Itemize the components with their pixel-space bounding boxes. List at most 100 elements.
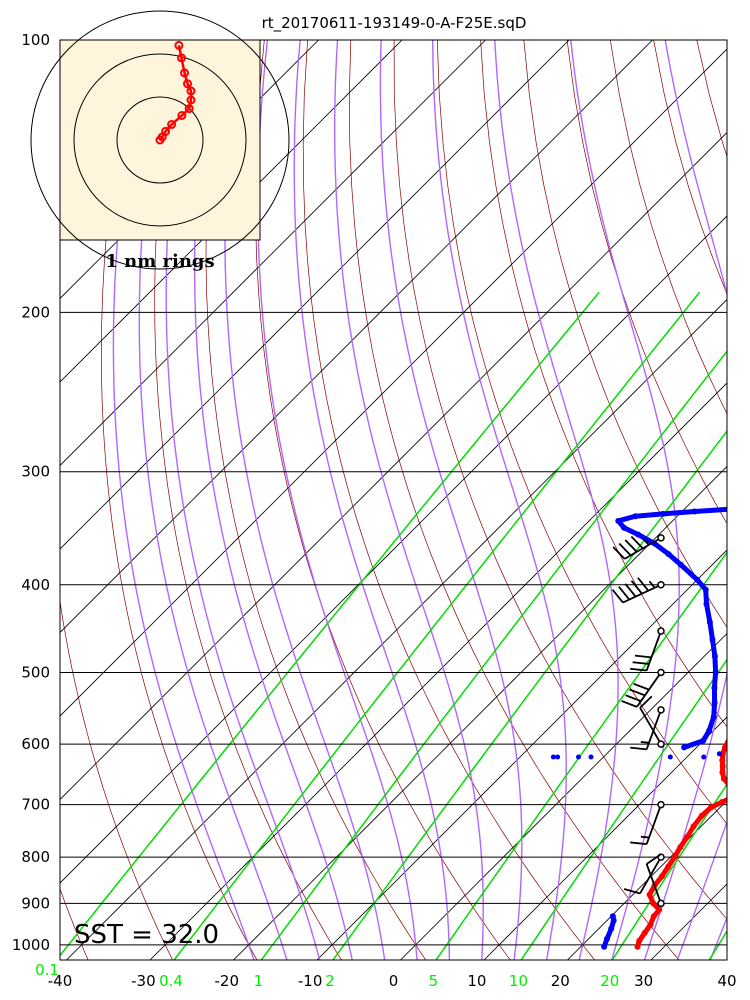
wind-barb-station bbox=[657, 581, 665, 589]
temperature-point bbox=[737, 562, 743, 568]
dewpoint-scatter-point bbox=[588, 754, 594, 760]
wind-barb-flag bbox=[625, 694, 642, 702]
temperature-point bbox=[734, 707, 740, 713]
isotherm-line bbox=[0, 20, 5, 968]
moist-adiabat-line bbox=[432, 40, 567, 960]
temperature-tick-label: -40 bbox=[48, 972, 73, 990]
temperature-point bbox=[737, 546, 743, 552]
mixing-ratio-line bbox=[611, 782, 727, 960]
pressure-tick-label: 500 bbox=[21, 663, 50, 681]
temperature-tick-label: -30 bbox=[131, 972, 156, 990]
dry-adiabat-line bbox=[740, 40, 750, 968]
mixing-ratio-label: 10 bbox=[509, 972, 528, 990]
dry-adiabat-line bbox=[653, 40, 727, 295]
mixing-ratio-label: 0.4 bbox=[159, 972, 183, 990]
isotherm-line bbox=[60, 40, 403, 383]
pressure-tick-label: 300 bbox=[21, 463, 50, 481]
dewpoint-point bbox=[632, 513, 639, 520]
temperature-point bbox=[739, 662, 745, 668]
dewpoint-point bbox=[700, 737, 707, 744]
hodograph-point bbox=[177, 53, 186, 63]
pressure-tick-label: 200 bbox=[21, 303, 50, 321]
dewpoint-point bbox=[691, 508, 698, 515]
dewpoint-line bbox=[615, 506, 727, 750]
hodograph-point bbox=[177, 111, 187, 120]
wind-barb-staff bbox=[645, 630, 662, 671]
hodograph-trace bbox=[155, 40, 196, 145]
dewpoint-point bbox=[706, 619, 713, 626]
dewpoint-point bbox=[709, 636, 716, 643]
isotherm-line bbox=[60, 40, 487, 467]
wind-barb-flag bbox=[633, 682, 650, 691]
hodograph-point bbox=[161, 126, 171, 136]
temperature-point bbox=[650, 913, 657, 920]
wind-barb-flag bbox=[630, 746, 647, 751]
wind-barb-flag bbox=[646, 853, 661, 865]
temperature-point bbox=[737, 677, 743, 683]
chart-title: rt_20170611-193149-0-A-F25E.sqD bbox=[262, 14, 527, 33]
wind-barb-flag bbox=[634, 654, 652, 659]
wind-barb-half-flag bbox=[640, 741, 650, 744]
mixing-ratio-label: 0.1 bbox=[35, 961, 59, 979]
mixing-ratio-axis: 0.1 0.4 1 2 5 10 20 bbox=[35, 961, 619, 990]
dewpoint-profile bbox=[550, 506, 727, 950]
temperature-point bbox=[656, 906, 663, 913]
dry-adiabat-line bbox=[302, 40, 596, 960]
dewpoint-point bbox=[601, 943, 608, 950]
temperature-tick-label: -20 bbox=[215, 972, 240, 990]
wind-barb-flag bbox=[618, 586, 630, 601]
dewpoint-point bbox=[604, 935, 610, 942]
dewpoint-point bbox=[659, 510, 666, 517]
wind-barb-flag bbox=[630, 535, 644, 549]
dewpoint-scatter-point bbox=[701, 754, 707, 760]
isotherm-line bbox=[483, 716, 727, 960]
dry-adiabat-line bbox=[480, 40, 727, 728]
isotherm-line bbox=[316, 549, 727, 960]
wind-barb-staff bbox=[639, 707, 662, 745]
moist-adiabat-line bbox=[676, 819, 727, 960]
dewpoint-point bbox=[665, 551, 672, 558]
wind-barb-flag bbox=[612, 546, 626, 560]
plot-area bbox=[0, 20, 750, 968]
wind-barb-half-flag bbox=[640, 835, 650, 839]
wind-barb-half-flag bbox=[648, 580, 656, 589]
temperature-point bbox=[690, 823, 697, 830]
hodograph-point bbox=[167, 120, 177, 129]
sst-label: SST = 32.0 bbox=[74, 920, 219, 950]
temperature-point bbox=[720, 775, 727, 782]
dry-adiabat-line bbox=[566, 40, 727, 525]
hodograph-ring bbox=[116, 96, 204, 184]
wind-barb-station bbox=[657, 800, 665, 809]
wind-barb-flag bbox=[611, 589, 624, 604]
dewpoint-point bbox=[635, 531, 642, 538]
wind-barb-half-flag bbox=[642, 538, 650, 546]
wind-barb-flag bbox=[618, 542, 632, 556]
temperature-point bbox=[684, 834, 691, 840]
dewpoint-scatter-point bbox=[576, 754, 581, 760]
temperature-point bbox=[671, 854, 678, 861]
temperature-point bbox=[730, 721, 736, 727]
pressure-tick-label: 900 bbox=[21, 894, 50, 912]
temperature-tick-label: 0 bbox=[389, 972, 399, 990]
dewpoint-point bbox=[712, 669, 719, 676]
hodograph-background bbox=[59, 39, 261, 241]
temperature-point bbox=[646, 891, 653, 898]
hodograph-ring-label: 1 nm rings bbox=[105, 251, 214, 272]
temperature-point bbox=[734, 529, 740, 535]
temperature-point bbox=[698, 812, 705, 819]
hodograph-point bbox=[186, 86, 196, 96]
mixing-ratio-label: 20 bbox=[600, 972, 619, 990]
temperature-point bbox=[650, 900, 657, 907]
temperature-point bbox=[707, 804, 714, 811]
hodograph-ring bbox=[73, 53, 247, 227]
moist-adiabat-line bbox=[334, 40, 484, 960]
mixing-ratio-line bbox=[260, 350, 727, 960]
dewpoint-point bbox=[706, 727, 713, 734]
wind-barb-flag bbox=[632, 661, 650, 665]
plot-frame bbox=[59, 39, 728, 961]
mixing-ratio-line bbox=[520, 658, 727, 960]
temperature-tick-label: 40 bbox=[717, 972, 736, 990]
wind-barb-station bbox=[657, 740, 665, 748]
temperature-tick-label: 30 bbox=[634, 972, 653, 990]
dewpoint-point bbox=[681, 744, 688, 751]
